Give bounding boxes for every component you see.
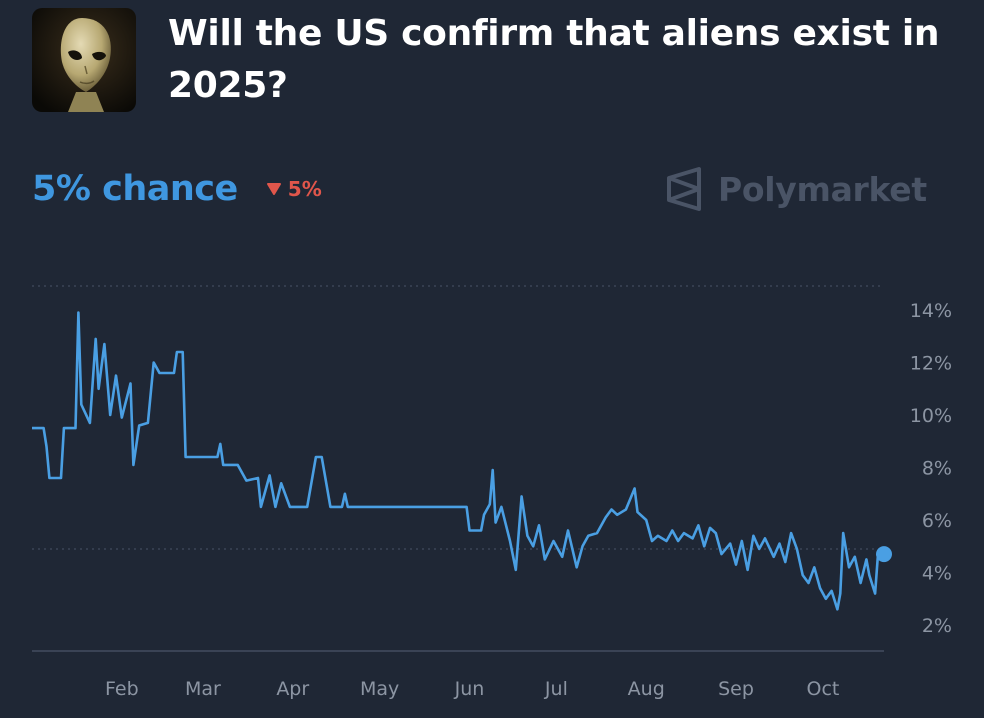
x-tick-label: Jul [544,678,568,700]
x-axis-ticks: Feb Mar Apr May Jun Jul Aug Sep Oct [105,678,839,700]
chance-label: 5% chance [32,169,238,209]
y-tick-label: 14% [910,300,952,322]
polymarket-brand: Polymarket [664,164,927,214]
brand-name: Polymarket [718,169,927,209]
x-tick-label: Feb [105,678,139,700]
odds-row: 5% chance 5% [32,164,322,214]
probability-line [32,311,880,611]
polymarket-logo-icon [667,167,701,211]
x-tick-label: Apr [276,678,309,700]
x-tick-label: Mar [185,678,221,700]
market-title: Will the US confirm that aliens exist in… [168,13,940,106]
x-tick-label: Oct [807,678,840,700]
x-tick-label: May [360,678,399,700]
y-tick-label: 6% [922,510,952,532]
down-triangle-icon [266,183,281,195]
market-thumbnail [32,8,136,112]
y-tick-label: 12% [910,353,952,375]
current-point-marker [876,546,892,563]
y-tick-label: 10% [910,405,952,427]
x-tick-label: Aug [628,678,665,700]
y-tick-label: 2% [922,615,952,637]
y-axis-ticks: 2% 4% 6% 8% 10% 12% 14% [910,300,952,637]
y-tick-label: 8% [922,458,952,480]
x-tick-label: Jun [454,678,485,700]
alien-head-icon [32,8,136,112]
change-value: 5% [287,177,322,201]
y-tick-label: 4% [922,563,952,585]
x-tick-label: Sep [718,678,754,700]
change-badge: 5% [266,177,322,201]
